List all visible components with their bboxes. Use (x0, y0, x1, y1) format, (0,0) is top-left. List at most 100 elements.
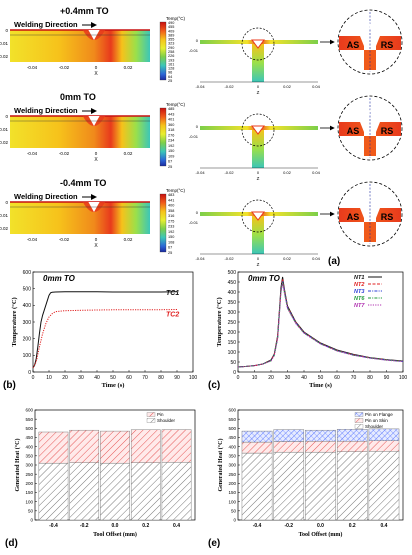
bar-shoulder (336, 451, 368, 521)
x-tick-label: -0.4 (49, 523, 58, 529)
series-line-nt2 (237, 278, 404, 368)
y-axis-label: Generated Heat (°C) (217, 438, 224, 491)
offset-label: +0.4mm TO (60, 6, 109, 16)
x-axis-label: X (94, 243, 98, 249)
colorbar-tick-label: 290 (168, 46, 174, 50)
colorbar-title: Temp(°C) (166, 102, 186, 107)
zoom-stem (364, 50, 376, 70)
cross-section-tool (251, 125, 265, 135)
y-tick-label: 50 (231, 508, 237, 513)
legend-swatch (146, 418, 156, 423)
zoom-detail: +0.4mm TO AS RS (337, 9, 403, 75)
cross-section-tool (251, 211, 265, 221)
x-axis-label: Time (s) (309, 382, 332, 389)
bar-shoulder (241, 452, 273, 521)
cs-x-tick-label: -0.04 (195, 170, 205, 175)
x-tick-label: -0.02 (59, 65, 70, 70)
colorbar-tick-label: 316 (168, 214, 174, 218)
cs-x-tick-label: -0.02 (224, 256, 234, 261)
bar-pin (130, 429, 161, 463)
y-tick-label: -0.02 (0, 140, 8, 145)
colorbar-tick-label: 443 (168, 112, 174, 116)
series-line-nt3 (237, 280, 404, 368)
colorbar-tick-label: 192 (168, 230, 174, 234)
series-label-tc2: TC2 (166, 312, 179, 319)
x-axis-label: X (94, 157, 98, 163)
colorbar-tick-label: 108 (168, 240, 174, 244)
cs-x-tick-label: 0 (257, 256, 260, 261)
zoom-detail: -0.4mm TO AS RS (337, 181, 403, 247)
x-tick-label: 0 (95, 237, 98, 242)
x-tick-label: -0.02 (59, 237, 70, 242)
y-tick-label: 550 (25, 417, 33, 422)
zoom-offset-label: +0.4mm TO (348, 21, 391, 30)
y-tick-label: 450 (228, 435, 236, 440)
x-tick-label: 10 (252, 375, 258, 381)
y-tick-label: 300 (228, 463, 236, 468)
bar-pin-on-skin (273, 441, 305, 453)
plot-frame (237, 271, 404, 373)
x-tick-label: -0.4 (253, 523, 262, 529)
cs-x-tick-label: -0.04 (195, 256, 205, 261)
x-tick-label: -0.2 (80, 523, 89, 529)
cs-x-tick-label: 0.02 (283, 256, 292, 261)
x-axis-label: X (94, 71, 98, 77)
x-tick-label: 20 (268, 375, 274, 381)
bar-pin-on-flange (241, 430, 273, 443)
colorbar-tick-label: 150 (168, 149, 174, 153)
colorbar-tick-label: 401 (168, 118, 174, 122)
series-line-nt6 (237, 281, 404, 368)
legend-label: Shoulder (157, 418, 176, 423)
x-tick-label: 0 (95, 151, 98, 156)
y-tick-label: 0 (5, 28, 8, 33)
series-line-tc2 (32, 309, 178, 369)
temperature-plate (10, 116, 150, 148)
panel-label: (c) (208, 380, 220, 391)
x-tick-label: -0.04 (27, 65, 38, 70)
colorbar-tick-label: 67 (168, 160, 172, 164)
colorbar-tick-label: 193 (168, 58, 174, 62)
y-tick-label: 0 (28, 370, 31, 376)
cs-y-tick-label: -0.01 (189, 220, 199, 225)
y-tick-label: 600 (25, 408, 33, 413)
colorbar-tick-label: 275 (168, 219, 174, 223)
legend-swatch (354, 424, 364, 429)
legend-label: Pin on Skin (365, 418, 388, 423)
colorbar-title: Temp(°C) (166, 16, 186, 21)
colorbar-tick-label: 226 (168, 54, 174, 58)
advancing-side-label: AS (347, 212, 360, 222)
y-tick-label: 300 (25, 463, 33, 468)
y-tick-label: 400 (228, 290, 237, 296)
colorbar-tick-label: 323 (168, 42, 174, 46)
colorbar-tick-label: 355 (168, 38, 174, 42)
advancing-side-label: AS (347, 126, 360, 136)
chart-title: 0mm TO (43, 274, 76, 283)
panel-label: (e) (208, 538, 220, 549)
x-tick-label: 30 (285, 375, 291, 381)
advancing-side-label: AS (347, 40, 360, 50)
colorbar-tick-label: 409 (168, 29, 174, 33)
x-tick-label: 100 (399, 375, 408, 381)
bar-shoulder (368, 451, 400, 521)
series-label-tc1: TC1 (166, 290, 179, 297)
y-tick-label: 100 (25, 499, 33, 504)
cross-section-stem (252, 44, 264, 82)
y-tick-label: 500 (25, 426, 33, 431)
cs-x-tick-label: -0.02 (224, 84, 234, 89)
colorbar-tick-label: 25 (168, 251, 172, 255)
panel-e: 0 50 100 150 200 250 300 350 400 450 500 550 600 -0.4… (208, 408, 404, 549)
welding-direction-label: Welding Direction (14, 192, 78, 201)
y-tick-label: 200 (228, 481, 236, 486)
legend-label-nt2: NT2 (354, 282, 364, 288)
colorbar-tick-label: 109 (168, 154, 174, 158)
bar-shoulder (161, 462, 192, 521)
bar-shoulder (38, 462, 69, 521)
legend-label: Pin (157, 412, 164, 417)
cs-x-tick-label: 0.04 (312, 84, 321, 89)
legend-label-nt6: NT6 (354, 296, 365, 302)
y-tick-label: 400 (228, 444, 236, 449)
x-tick-label: 90 (174, 375, 180, 381)
bar-shoulder (273, 451, 305, 521)
colorbar-tick-label: 64 (168, 75, 172, 79)
